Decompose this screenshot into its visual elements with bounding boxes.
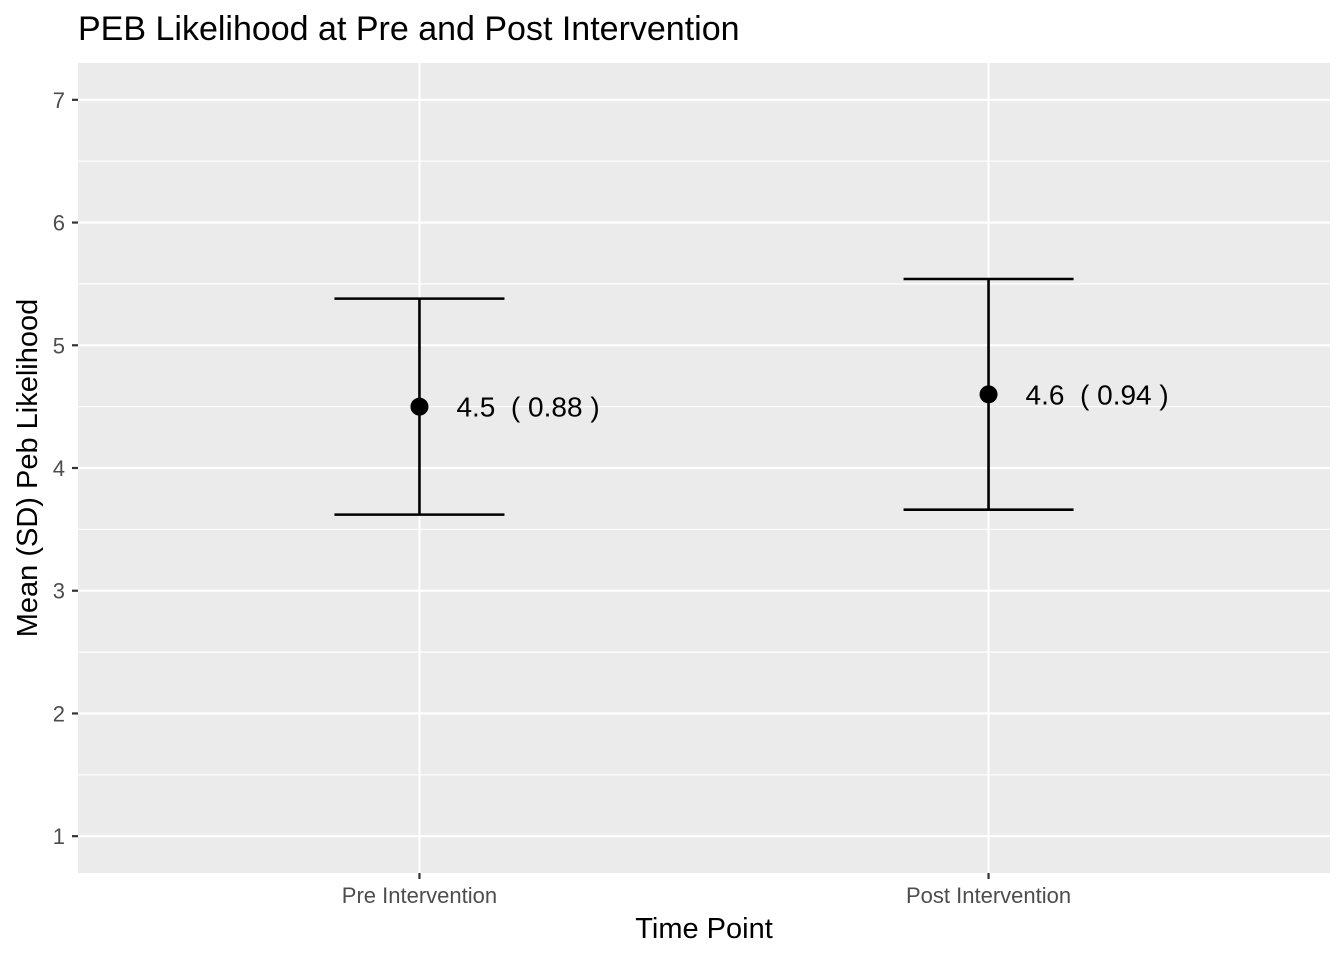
data-label: 4.6 ( 0.94 ): [1026, 379, 1169, 410]
y-tick-label: 7: [53, 88, 65, 113]
y-axis-title: Mean (SD) Peb Likelihood: [12, 299, 44, 638]
chart-title: PEB Likelihood at Pre and Post Intervent…: [78, 10, 740, 48]
axis-layer: 1 2 3 4 5 6 7 Pre Intervention Post Intervention: [53, 88, 1071, 908]
x-axis-title: Time Point: [635, 913, 773, 945]
y-tick-label: 3: [53, 579, 65, 604]
y-tick-label: 6: [53, 211, 65, 236]
x-tick-label: Pre Intervention: [342, 883, 497, 908]
x-tick-label: Post Intervention: [906, 883, 1071, 908]
marks-layer: 4.5 ( 0.88 ) 4.6 ( 0.94 ): [334, 277, 1169, 516]
mean-point: [410, 397, 429, 416]
mean-point: [979, 385, 998, 404]
y-tick-label: 1: [53, 824, 65, 849]
y-tick-label: 5: [53, 333, 65, 358]
y-tick-label: 2: [53, 701, 65, 726]
y-tick-label: 4: [53, 456, 65, 481]
data-label: 4.5 ( 0.88 ): [456, 392, 599, 423]
